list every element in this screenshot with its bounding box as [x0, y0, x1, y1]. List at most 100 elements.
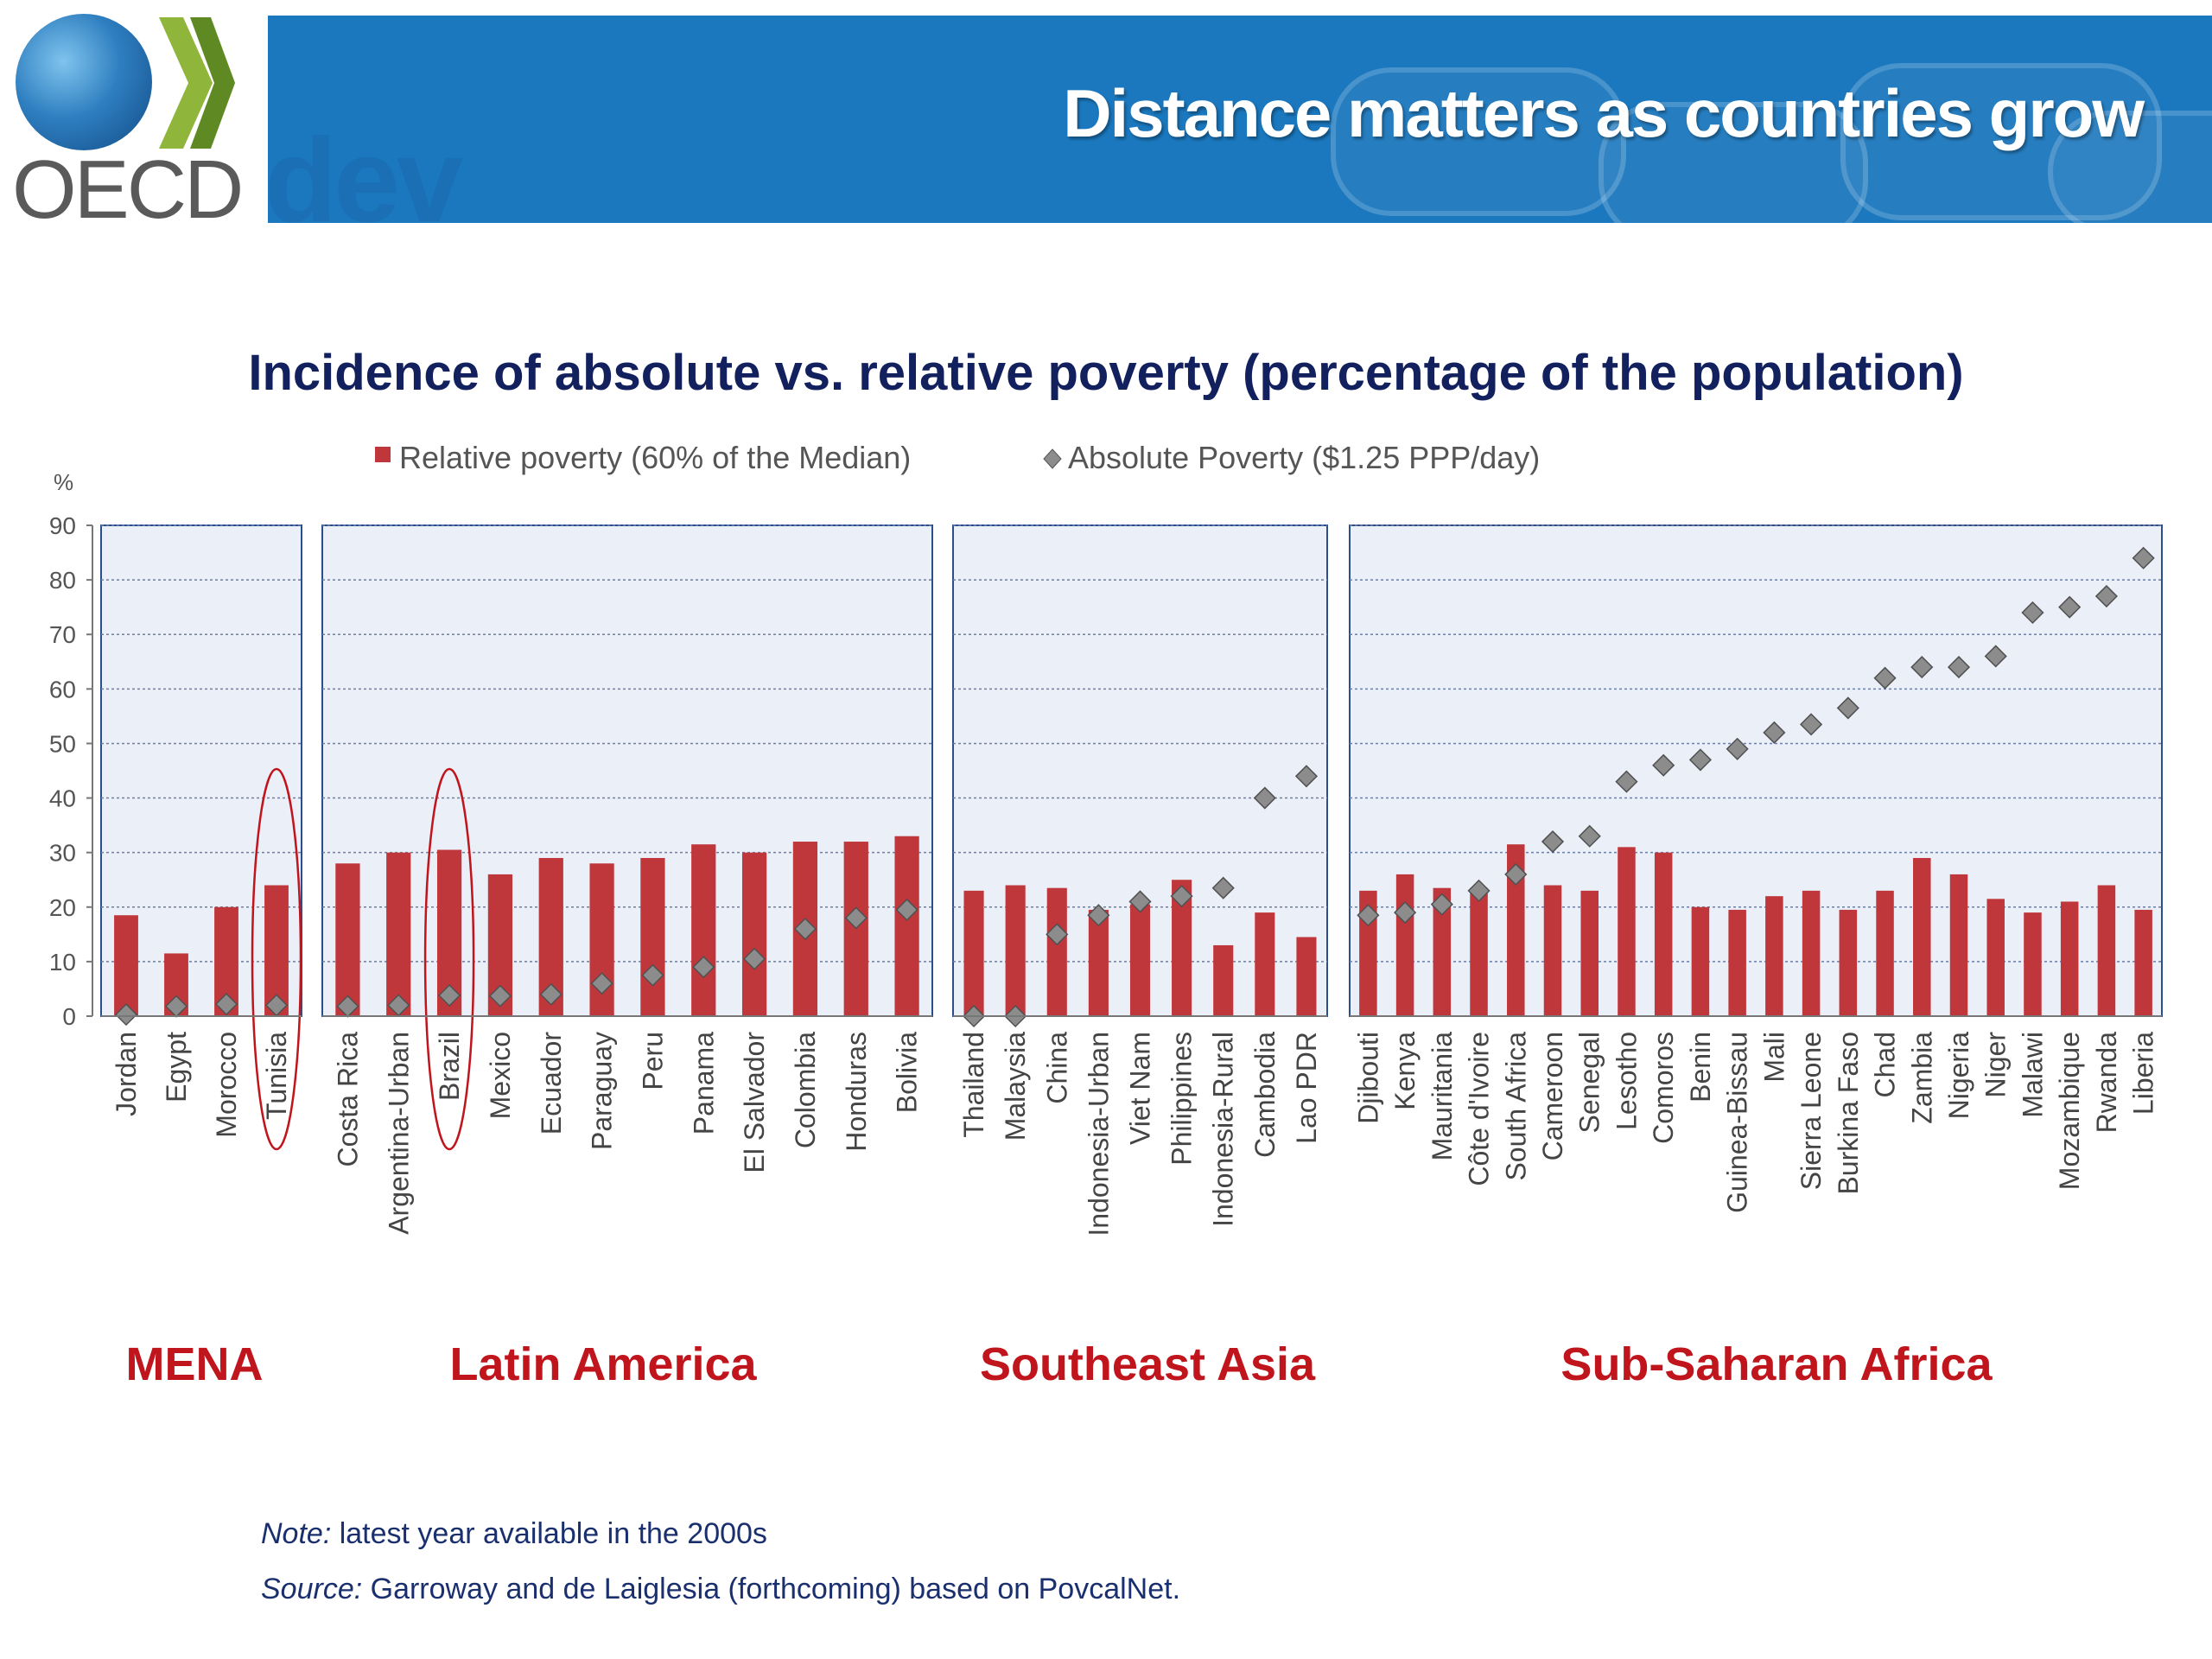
bar-relative-poverty	[1213, 944, 1234, 1016]
chevron-icon	[159, 17, 235, 149]
marker-absolute-poverty	[1688, 748, 1712, 772]
chart-panels: Jordan Egypt Morocco Tunisia Costa Rica Argen…	[100, 524, 2163, 1236]
bar-relative-poverty	[2024, 912, 2042, 1016]
category-label: Zambia	[1906, 1032, 1937, 1124]
y-tick-label: 30	[49, 840, 76, 867]
category-label: Lesotho	[1611, 1032, 1642, 1130]
footnote-note: Note: latest year available in the 2000s	[261, 1517, 767, 1551]
oecd-logo-text: OECD	[12, 143, 244, 236]
y-tick-label: 10	[49, 949, 76, 976]
panel-southeast-asia: Thailand Malaysia China Indonesia-Urban Viet…	[952, 524, 1328, 1236]
marker-absolute-poverty	[539, 982, 563, 1006]
category-label: Lao PDR	[1291, 1032, 1322, 1144]
chart-title: Incidence of absolute vs. relative pover…	[248, 345, 1964, 401]
y-tick-label: 80	[49, 567, 76, 594]
marker-absolute-poverty	[1652, 753, 1675, 777]
region-label-southeast-asia: Southeast Asia	[979, 1338, 1316, 1390]
marker-absolute-poverty	[1726, 737, 1749, 760]
speech-bubble-decoration	[2048, 111, 2212, 223]
marker-absolute-poverty	[488, 984, 512, 1007]
dev-logo-text: dev	[264, 114, 463, 247]
marker-absolute-poverty	[692, 956, 715, 979]
category-label: Philippines	[1166, 1032, 1198, 1166]
y-tick-label: 50	[49, 730, 76, 757]
marker-absolute-poverty	[214, 993, 238, 1016]
speech-bubble-decoration	[1331, 67, 1626, 216]
category-label: Indonesia-Rural	[1208, 1032, 1239, 1227]
bar-relative-poverty	[1543, 885, 1562, 1016]
bar-relative-poverty	[1088, 909, 1109, 1016]
marker-absolute-poverty	[641, 963, 664, 987]
bar-relative-poverty	[2097, 885, 2116, 1016]
bar-relative-poverty	[1839, 909, 1858, 1016]
category-label: Malaysia	[1000, 1032, 1031, 1141]
bar-relative-poverty	[1913, 857, 1931, 1016]
bar-relative-poverty	[1949, 874, 1968, 1016]
region-label-latin-america: Latin America	[449, 1338, 757, 1390]
category-label: Cambodia	[1249, 1032, 1281, 1158]
bar-relative-poverty	[1765, 896, 1783, 1016]
category-label: Ecuador	[536, 1032, 567, 1135]
bar-relative-poverty	[640, 857, 665, 1016]
bar-relative-poverty	[2134, 909, 2152, 1016]
bar-relative-poverty	[1172, 880, 1192, 1016]
category-label: Indonesia-Urban	[1083, 1032, 1114, 1236]
category-label: Honduras	[841, 1032, 872, 1152]
y-axis-label: %	[54, 469, 73, 495]
note-text: latest year available in the 2000s	[331, 1517, 767, 1550]
highlight-ellipse	[251, 767, 302, 1151]
category-label: Niger	[1980, 1032, 2012, 1098]
marker-absolute-poverty	[1430, 893, 1453, 916]
marker-absolute-poverty	[844, 906, 868, 930]
category-label: Guinea-Bissau	[1722, 1032, 1753, 1213]
bar-relative-poverty	[1395, 874, 1414, 1016]
legend-relative-label: Relative poverty (60% of the Median)	[399, 440, 911, 475]
marker-absolute-poverty	[114, 1003, 138, 1027]
bar-relative-poverty	[114, 915, 138, 1016]
bar-relative-poverty	[1433, 887, 1452, 1016]
bar-relative-poverty	[1046, 887, 1067, 1016]
category-label: Senegal	[1574, 1032, 1605, 1133]
marker-absolute-poverty	[2058, 595, 2082, 619]
bar-relative-poverty	[1255, 912, 1275, 1016]
bar-relative-poverty	[335, 863, 360, 1016]
category-label: Kenya	[1389, 1032, 1421, 1110]
category-label: Bolivia	[892, 1032, 923, 1113]
y-tick-label: 0	[62, 1003, 76, 1030]
category-label: Sierra Leone	[1796, 1032, 1827, 1190]
category-label: Costa Rica	[332, 1032, 363, 1167]
category-label: Côte d'Ivoire	[1464, 1032, 1495, 1186]
category-label: Comoros	[1648, 1032, 1679, 1144]
y-tick-label: 40	[49, 785, 76, 812]
category-label: Viet Nam	[1125, 1032, 1156, 1145]
bar-relative-poverty	[2060, 901, 2079, 1016]
header-title: Distance matters as countries grow	[1063, 75, 2145, 151]
marker-absolute-poverty	[1541, 830, 1565, 854]
panel-mena: Jordan Egypt Morocco Tunisia	[100, 524, 302, 1151]
bar-relative-poverty	[1470, 887, 1488, 1016]
bar-relative-poverty	[386, 852, 411, 1016]
y-tick-label: 70	[49, 621, 76, 648]
category-label: Chad	[1870, 1032, 1901, 1098]
bar-relative-poverty	[1618, 847, 1636, 1016]
category-label: Argentina-Urban	[383, 1032, 414, 1235]
bar-relative-poverty	[963, 890, 984, 1016]
category-label: Morocco	[211, 1032, 242, 1138]
category-label: El Salvador	[739, 1032, 770, 1173]
panel-latin-america: Costa Rica Argentina-Urban Brazil Mexico Ecu…	[321, 524, 933, 1235]
bar-relative-poverty	[691, 844, 716, 1016]
bar-relative-poverty	[1802, 890, 1821, 1016]
category-label: Paraguay	[587, 1032, 618, 1150]
y-tick-label: 90	[49, 512, 76, 539]
bar-relative-poverty	[1876, 890, 1894, 1016]
marker-absolute-poverty	[743, 947, 766, 970]
header-band: Distance matters as countries grow	[268, 16, 2212, 223]
bar-relative-poverty	[1507, 844, 1525, 1016]
marker-absolute-poverty	[1910, 656, 1934, 679]
bar-relative-poverty	[1728, 909, 1746, 1016]
bar-relative-poverty	[741, 852, 767, 1016]
category-label: Liberia	[2128, 1032, 2159, 1115]
legend-absolute-marker	[1043, 448, 1062, 469]
marker-absolute-poverty	[2094, 584, 2118, 608]
globe-icon	[16, 14, 152, 150]
